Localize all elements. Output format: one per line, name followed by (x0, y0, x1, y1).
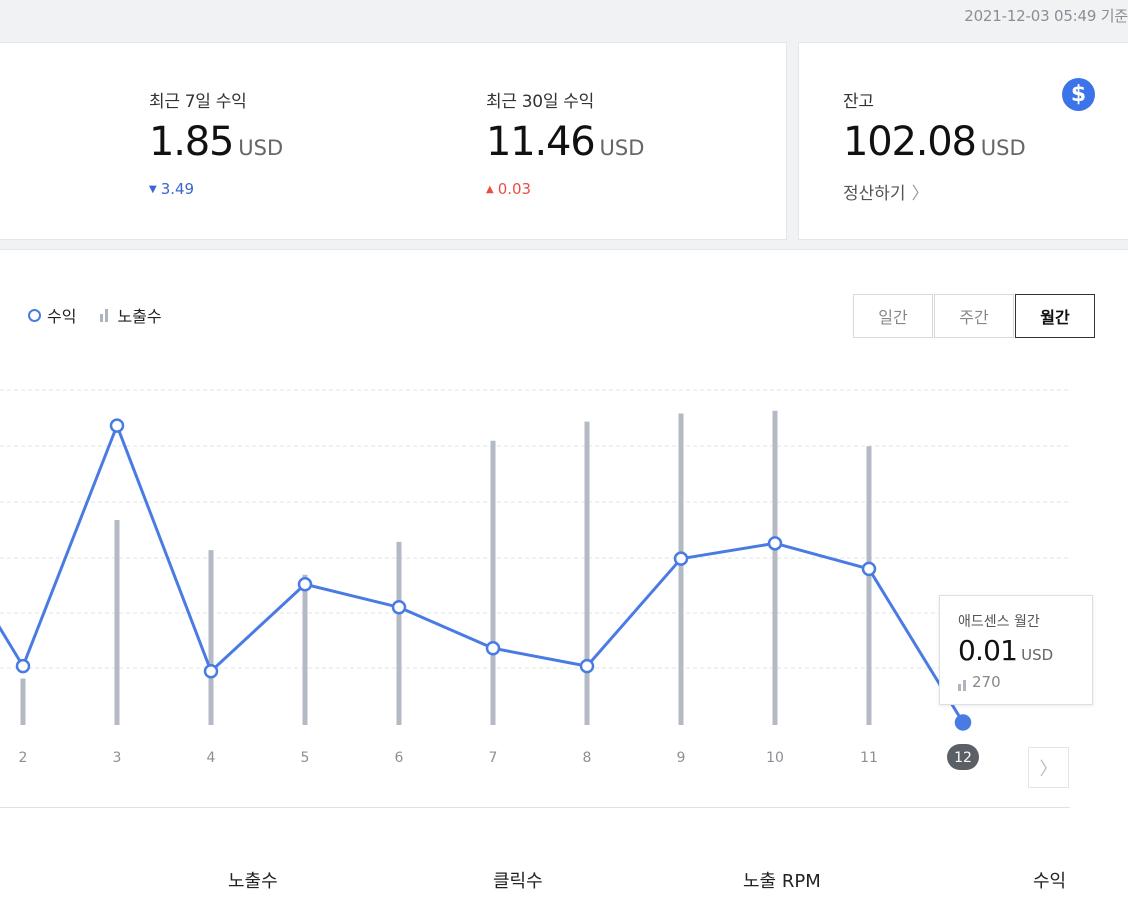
tab-monthly[interactable]: 월간 (1015, 294, 1095, 338)
last30-change: ▲ 0.03 (486, 180, 531, 198)
tooltip-impressions-value: 270 (972, 673, 1001, 691)
last7-value: 1.85 USD (149, 119, 283, 165)
selected-tick-pill (947, 744, 979, 770)
balance-card: 잔고 102.08 USD 정산하기 〉 $ (798, 42, 1128, 240)
column-header-clicks: 클릭수 (493, 871, 543, 892)
revenue-point-12[interactable] (954, 714, 972, 731)
x-tick-7[interactable]: 7 (489, 750, 498, 766)
up-arrow-icon: ▲ (486, 184, 494, 195)
down-arrow-icon: ▼ (149, 184, 157, 195)
legend-revenue-label: 수익 (47, 307, 77, 326)
x-tick-8[interactable]: 8 (583, 750, 592, 766)
x-tick-4[interactable]: 4 (207, 750, 216, 766)
tooltip-value: 0.01 USD (958, 634, 1053, 667)
last7-label: 최근 7일 수익 (149, 92, 247, 112)
chevron-right-icon: 〉 (911, 184, 929, 204)
column-header-revenue: 수익 (1033, 871, 1067, 892)
revenue-point-3[interactable] (109, 418, 125, 433)
dollar-icon: $ (1062, 78, 1095, 111)
column-header-rpm: 노출 RPM (743, 871, 821, 892)
chart-bottom-divider (0, 807, 1070, 808)
last7-change-value: 3.49 (160, 180, 195, 198)
chart-tooltip: 애드센스 월간 0.01 USD 270 (939, 595, 1093, 705)
next-period-button[interactable]: 〉 (1028, 747, 1069, 788)
x-tick-2[interactable]: 2 (19, 750, 28, 766)
bar-chart-icon (100, 308, 110, 322)
revenue-point-4[interactable] (203, 664, 219, 679)
balance-value: 102.08 USD (843, 119, 1026, 165)
revenue-point-10[interactable] (767, 536, 783, 551)
tooltip-amount: 0.01 (958, 634, 1018, 667)
revenue-point-11[interactable] (861, 561, 877, 577)
revenue-chart-panel (0, 249, 1128, 910)
revenue-line (0, 424, 965, 724)
tooltip-unit: USD (1021, 646, 1054, 664)
last30-value: 11.46 USD (486, 119, 644, 165)
last7-unit: USD (238, 136, 284, 160)
balance-label: 잔고 (843, 92, 874, 112)
tooltip-title: 애드센스 월간 (958, 614, 1040, 630)
x-tick-11[interactable]: 11 (860, 750, 878, 766)
revenue-point-2[interactable] (15, 658, 31, 674)
last30-amount: 11.46 (486, 119, 596, 165)
balance-unit: USD (980, 136, 1026, 160)
last30-label: 최근 30일 수익 (486, 92, 594, 112)
x-tick-5[interactable]: 5 (301, 750, 310, 766)
circle-marker-icon (28, 308, 41, 322)
last30-unit: USD (599, 136, 645, 160)
revenue-summary-card: 최근 7일 수익 1.85 USD ▼ 3.49 최근 30일 수익 11.46 US… (0, 42, 787, 240)
chart-legend: 수익 노출수 (28, 303, 186, 327)
bar-chart-icon (958, 680, 968, 691)
revenue-point-9[interactable] (673, 551, 689, 566)
data-timestamp: 2021-12-03 05:49 기준 (964, 7, 1128, 25)
revenue-point-8[interactable] (579, 658, 595, 674)
column-header-impressions: 노출수 (228, 871, 278, 892)
x-tick-6[interactable]: 6 (395, 750, 404, 766)
last7-amount: 1.85 (149, 119, 234, 165)
legend-revenue: 수익 (28, 303, 76, 327)
period-tabs: 일간 주간 월간 (852, 294, 1095, 338)
tab-weekly[interactable]: 주간 (934, 294, 1014, 338)
legend-impressions: 노출수 (100, 303, 162, 327)
balance-amount: 102.08 (843, 119, 977, 165)
revenue-point-5[interactable] (297, 577, 313, 592)
last7-change: ▼ 3.49 (149, 180, 194, 198)
last30-change-value: 0.03 (497, 180, 532, 198)
revenue-point-6[interactable] (391, 600, 407, 615)
legend-impressions-label: 노출수 (117, 307, 162, 326)
settle-link[interactable]: 정산하기 〉 (843, 179, 929, 204)
x-tick-12[interactable]: 12 (954, 750, 972, 766)
chevron-right-icon: 〉 (1039, 758, 1058, 780)
x-tick-9[interactable]: 9 (677, 750, 686, 766)
tooltip-impressions: 270 (958, 673, 1001, 691)
settle-label: 정산하기 (843, 184, 906, 204)
revenue-point-7[interactable] (485, 640, 501, 656)
tab-daily[interactable]: 일간 (853, 294, 933, 338)
x-tick-3[interactable]: 3 (113, 750, 122, 766)
x-tick-10[interactable]: 10 (766, 750, 784, 766)
